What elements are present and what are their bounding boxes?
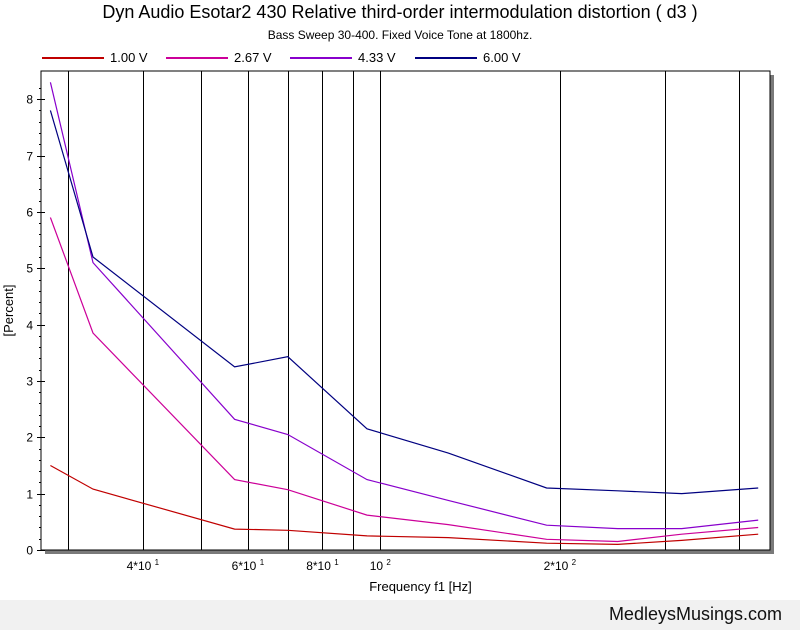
legend-swatch-series-3	[290, 57, 352, 59]
footer-bar: MedleysMusings.com	[0, 600, 800, 630]
x-tick-label: 10 2	[370, 558, 392, 573]
legend-swatch-series-4	[415, 57, 477, 59]
legend-label-series-1: 1.00 V	[110, 50, 148, 65]
y-tick-label: 5	[26, 262, 33, 276]
series-line-3	[49, 82, 759, 530]
x-tick-label: 2*10 2	[544, 558, 577, 573]
y-tick-label: 7	[26, 150, 33, 164]
footer-site-name: MedleysMusings.com	[608, 604, 782, 624]
legend-label-series-2: 2.67 V	[234, 50, 272, 65]
legend-swatch-series-2	[166, 57, 228, 59]
y-tick-label: 1	[26, 488, 33, 502]
legend-label-series-4: 6.00 V	[483, 50, 521, 65]
y-axis-label: [Percent]	[1, 284, 16, 336]
legend-swatch-series-1	[42, 57, 104, 59]
y-tick-label: 0	[26, 544, 33, 558]
series-line-4	[49, 110, 759, 495]
x-axis-label: Frequency f1 [Hz]	[369, 579, 472, 594]
chart-legend: 1.00 V 2.67 V 4.33 V 6.00 V	[0, 48, 800, 68]
series-line-1	[50, 464, 759, 546]
chart-subtitle: Bass Sweep 30-400. Fixed Voice Tone at 1…	[267, 28, 533, 42]
y-tick-label: 8	[26, 93, 33, 107]
x-tick-label: 6*10 1	[232, 558, 265, 573]
chart-title: Dyn Audio Esotar2 430 Relative third-ord…	[102, 2, 698, 22]
plot-area	[40, 70, 771, 551]
series-line-2	[49, 217, 759, 543]
y-tick-label: 2	[26, 431, 33, 445]
y-tick-label: 3	[26, 375, 33, 389]
x-tick-label: 4*10 1	[127, 558, 160, 573]
y-tick-label: 4	[26, 319, 33, 333]
distortion-chart: 0 1 2 3 4 5 6 7 8 4*10 1 6*10 1 8*10 1 10 2 2*10 2 Fre…	[1, 70, 774, 594]
legend-label-series-3: 4.33 V	[358, 50, 396, 65]
y-tick-label: 6	[26, 206, 33, 220]
x-tick-label: 8*10 1	[306, 558, 339, 573]
